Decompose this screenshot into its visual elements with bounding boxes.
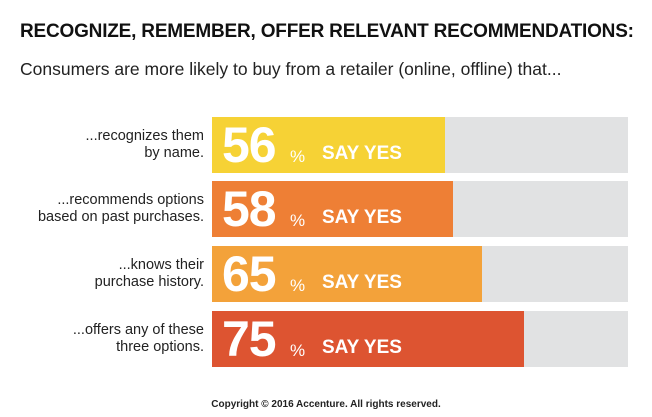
bar-row: ...recommends options based on past purc… bbox=[0, 181, 652, 237]
category-label: ...knows their purchase history. bbox=[94, 257, 204, 290]
bar-row: ...recognizes them by name. 56% SAY YES bbox=[0, 117, 652, 173]
bar-fill: 75% SAY YES bbox=[212, 311, 524, 367]
say-yes-label: SAY YES bbox=[322, 272, 402, 293]
percent-sign: % bbox=[290, 276, 306, 295]
bar-track: 65% SAY YES bbox=[212, 246, 628, 302]
category-label: ...recommends options based on past purc… bbox=[37, 192, 204, 225]
category-label: ...recognizes them by name. bbox=[85, 128, 204, 161]
percent-sign: % bbox=[290, 147, 306, 166]
say-yes-label: SAY YES bbox=[322, 143, 402, 164]
bar-row: ...offers any of these three options. 75%… bbox=[0, 311, 652, 367]
bar-track: 56% SAY YES bbox=[212, 117, 628, 173]
say-yes-label: SAY YES bbox=[322, 337, 402, 358]
percent-sign: % bbox=[290, 341, 306, 360]
bar-row: ...knows their purchase history. 65% SAY Y… bbox=[0, 246, 652, 302]
percent-sign: % bbox=[290, 211, 306, 230]
copyright-notice: Copyright © 2016 Accenture. All rights r… bbox=[211, 399, 441, 410]
bar-track: 58% SAY YES bbox=[212, 181, 628, 237]
chart-title: RECOGNIZE, REMEMBER, OFFER RELEVANT RECO… bbox=[20, 21, 634, 42]
bar-track: 75% SAY YES bbox=[212, 311, 628, 367]
value-label: 65 bbox=[222, 246, 277, 302]
chart-subtitle: Consumers are more likely to buy from a … bbox=[20, 59, 562, 79]
category-label: ...offers any of these three options. bbox=[72, 322, 204, 355]
say-yes-label: SAY YES bbox=[322, 207, 402, 228]
bar-fill: 56% SAY YES bbox=[212, 117, 445, 173]
bar-fill: 65% SAY YES bbox=[212, 246, 482, 302]
value-label: 56 bbox=[222, 117, 277, 173]
value-label: 58 bbox=[222, 181, 277, 237]
bar-fill: 58% SAY YES bbox=[212, 181, 453, 237]
value-label: 75 bbox=[222, 311, 277, 367]
